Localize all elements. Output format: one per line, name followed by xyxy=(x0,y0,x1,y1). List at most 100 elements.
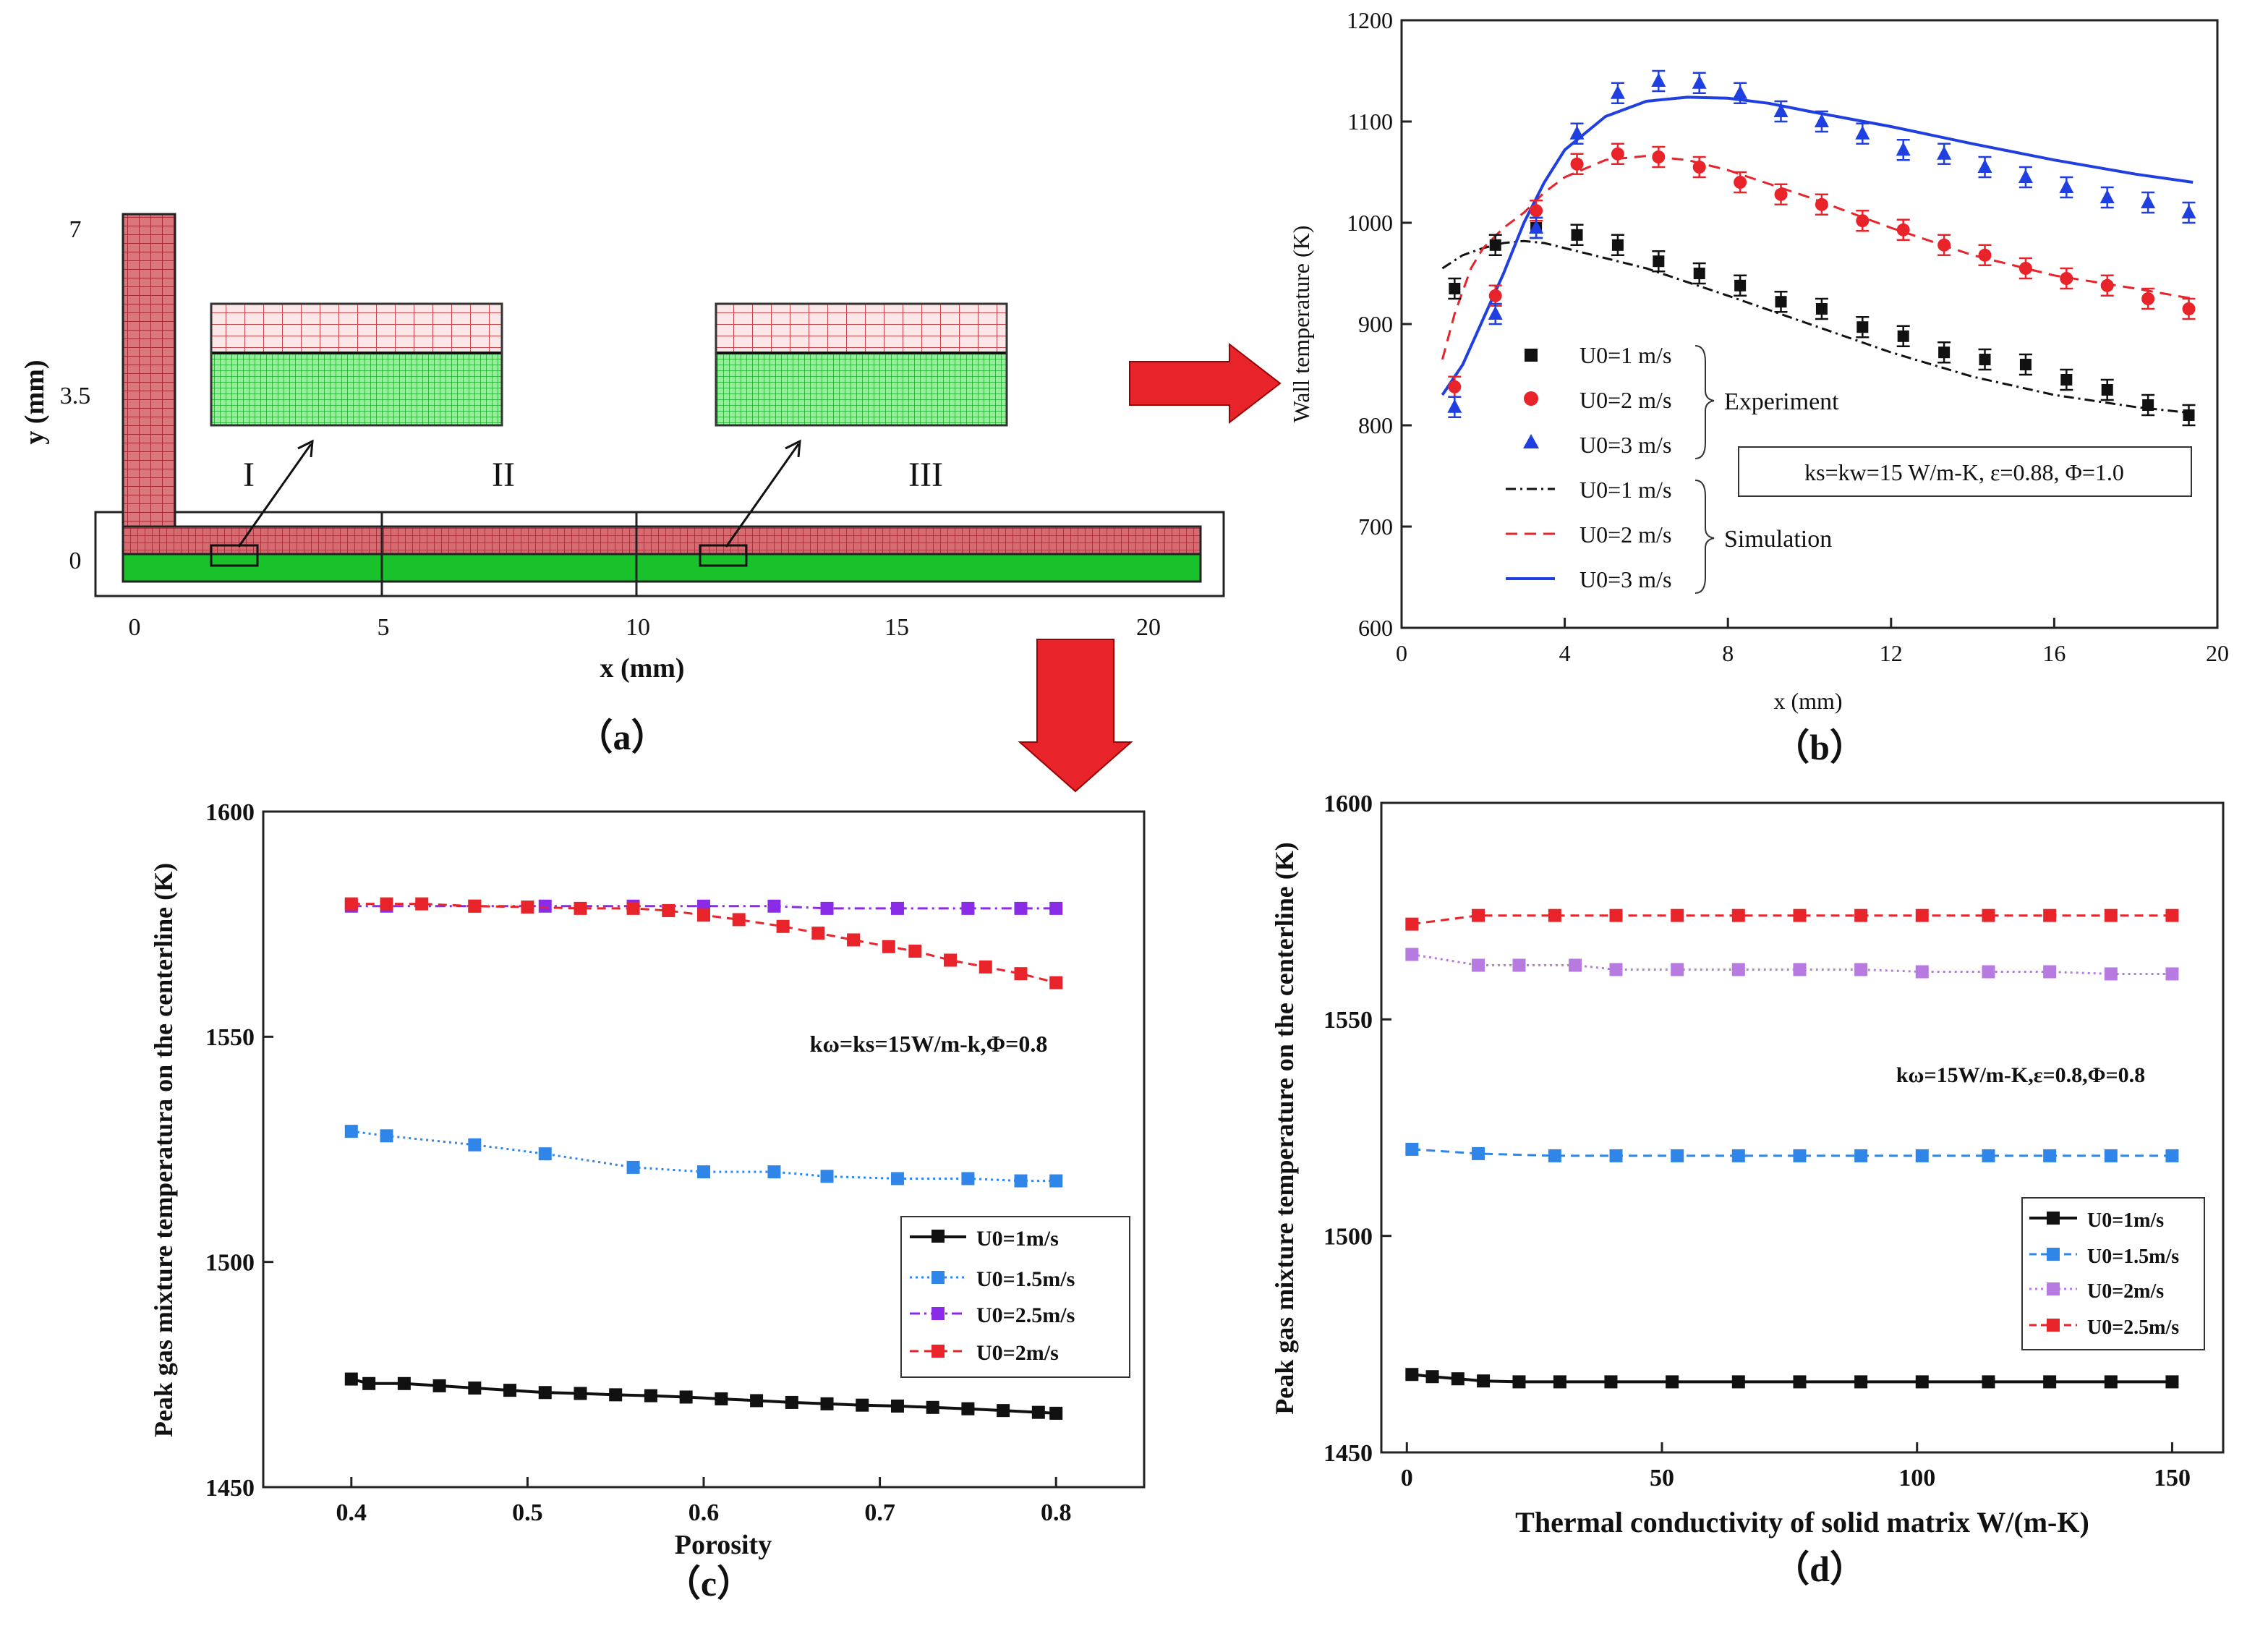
c-data-point xyxy=(820,901,834,915)
d-ylabel: Peak gas mixture temperature on the cent… xyxy=(1270,842,1299,1414)
d-data-point xyxy=(1472,1146,1485,1160)
c-xtick-label: 0.8 xyxy=(1041,1499,1072,1526)
b-legend-label: U0=1 m/s xyxy=(1580,477,1671,503)
c-data-point xyxy=(961,1402,975,1416)
c-data-point xyxy=(979,960,992,974)
b-data-point xyxy=(1977,159,1992,173)
b-data-point xyxy=(1692,75,1707,89)
b-data-point xyxy=(1814,114,1829,127)
solid-wall-region xyxy=(122,553,1202,583)
c-data-point xyxy=(432,1379,446,1392)
b-ytick-label: 1200 xyxy=(1347,7,1393,33)
c-data-point xyxy=(890,901,904,915)
d-ytick-label: 1550 xyxy=(1323,1007,1373,1034)
c-series xyxy=(344,897,1063,1420)
b-data-point xyxy=(1611,239,1624,251)
c-data-point xyxy=(820,1170,834,1183)
d-data-point xyxy=(2043,1149,2057,1162)
c-data-point xyxy=(538,1147,552,1161)
c-data-point xyxy=(997,1404,1010,1418)
d-data-point xyxy=(2165,1149,2179,1162)
b-data-point xyxy=(1978,248,1992,262)
inset-mesh-2 xyxy=(715,302,1008,427)
c-annotation: kω=ks=15W/m-k,Φ=0.8 xyxy=(810,1031,1048,1057)
b-legend-marker-square xyxy=(1525,349,1538,362)
c-data-point xyxy=(961,1172,975,1186)
d-data-point xyxy=(1405,1368,1419,1382)
panel-d: 0 50 100 150 1450 1500 1550 1600 kω=15W/m-K,ε=0… xyxy=(1270,791,2225,1589)
b-data-point xyxy=(1448,380,1462,393)
d-ytick-label: 1600 xyxy=(1323,791,1373,817)
c-data-point xyxy=(1049,901,1063,915)
d-data-point xyxy=(1982,1149,1995,1162)
b-data-point xyxy=(1447,399,1462,413)
d-data-point xyxy=(1472,958,1485,972)
d-data-point xyxy=(1731,1375,1745,1389)
panel-b: 0 4 8 12 16 20 600 700 800 900 1000 1100 1200 x (mm)… xyxy=(1288,7,2229,767)
c-ytick-label: 1600 xyxy=(205,799,255,826)
a-panel-label: （a） xyxy=(577,717,668,757)
d-data-point xyxy=(1569,958,1582,972)
d-legend-label: U0=2m/s xyxy=(2087,1280,2164,1303)
c-data-point xyxy=(785,1395,798,1409)
b-xtick-label: 0 xyxy=(1396,640,1407,666)
a-xlabel: x (mm) xyxy=(600,653,684,684)
b-data-point xyxy=(1489,239,1501,251)
c-ytick-label: 1500 xyxy=(205,1250,255,1277)
d-data-point xyxy=(1671,1149,1684,1162)
inset-mesh-1 xyxy=(210,302,503,427)
b-data-point xyxy=(1979,354,1991,365)
a-ytick: 3.5 xyxy=(60,383,91,409)
b-brace-simulation xyxy=(1694,480,1715,594)
c-data-point xyxy=(750,1394,764,1408)
c-ytick-label: 1550 xyxy=(205,1024,255,1051)
b-data-point xyxy=(2019,359,2032,370)
fluid-inlet-channel xyxy=(122,213,176,529)
d-series-line xyxy=(1412,1148,2173,1157)
d-xlabel: Thermal conductivity of solid matrix W/(… xyxy=(1515,1506,2089,1538)
c-series-line xyxy=(351,1377,1057,1415)
d-data-point xyxy=(1915,1375,1929,1389)
d-data-point xyxy=(1915,1149,1929,1162)
b-data-point xyxy=(1651,73,1666,87)
zoom-box-1 xyxy=(210,544,259,567)
d-data-point xyxy=(1731,908,1745,922)
c-data-point xyxy=(344,1372,358,1386)
c-axes: 0.4 0.5 0.6 0.7 0.8 1450 1500 1550 1600 xyxy=(205,799,1071,1526)
d-data-point xyxy=(1731,1149,1745,1162)
d-data-point xyxy=(2043,908,2057,922)
b-data-point xyxy=(1488,306,1503,320)
b-legend-group: Simulation xyxy=(1724,526,1832,553)
b-data-point xyxy=(1896,142,1911,156)
b-data-point xyxy=(1653,255,1665,268)
c-legend-marker xyxy=(932,1345,945,1358)
b-simulation-line xyxy=(1441,239,2194,414)
c-legend-marker xyxy=(932,1307,945,1320)
b-xlabel: x (mm) xyxy=(1773,688,1842,714)
domain-outline xyxy=(94,511,1225,597)
b-data-point xyxy=(1773,103,1789,117)
d-data-point xyxy=(1405,917,1419,931)
c-xtick-label: 0.7 xyxy=(864,1499,895,1526)
b-data-point xyxy=(1488,289,1502,302)
b-ylabel: Wall temperature (K) xyxy=(1288,226,1314,423)
d-legend-marker xyxy=(2047,1282,2060,1295)
b-ytick-label: 1100 xyxy=(1347,108,1393,135)
b-data-point xyxy=(1693,268,1705,279)
b-data-point xyxy=(1449,283,1461,294)
a-xtick: 20 xyxy=(1136,614,1161,641)
c-data-point xyxy=(767,899,781,913)
c-data-point xyxy=(776,919,790,933)
c-data-point xyxy=(574,901,587,915)
c-xtick-label: 0.6 xyxy=(688,1499,720,1526)
c-data-point xyxy=(468,1382,482,1395)
c-data-point xyxy=(1014,901,1028,915)
d-data-point xyxy=(1451,1372,1465,1386)
d-data-point xyxy=(1671,963,1684,976)
d-legend-marker xyxy=(2047,1319,2060,1332)
region-label-2: II xyxy=(492,456,515,494)
d-data-point xyxy=(1854,908,1868,922)
region-label-3: III xyxy=(908,456,943,494)
c-data-point xyxy=(1031,1405,1045,1419)
c-data-point xyxy=(468,1138,482,1152)
